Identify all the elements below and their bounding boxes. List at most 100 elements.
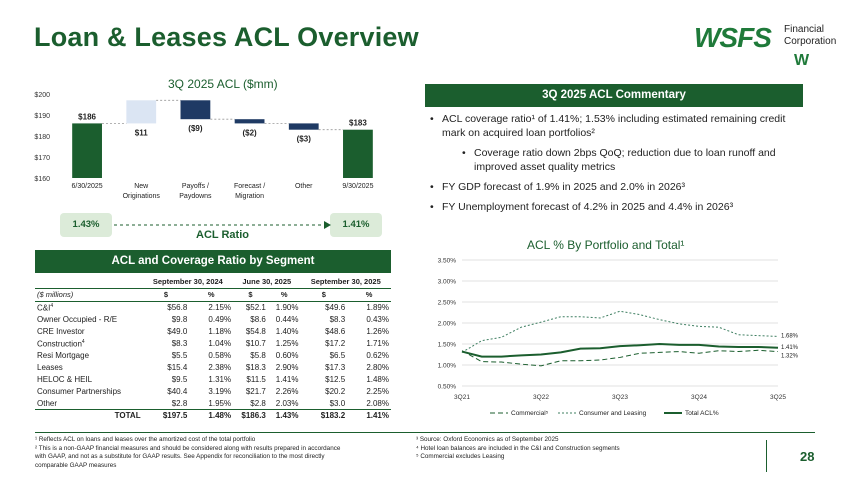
- footnotes-right: ³ Source: Oxford Economics as of Septemb…: [416, 436, 620, 462]
- table-cell: 2.15%: [208, 303, 232, 313]
- row-label-text: Leases: [37, 363, 63, 373]
- table-cell: $52.1: [245, 303, 266, 313]
- waterfall-bar: [72, 123, 102, 178]
- col-pct: %: [347, 288, 391, 302]
- row-label: Construction4: [35, 338, 143, 350]
- table-cell: 0.58%: [208, 351, 232, 361]
- table-cell: $11.5: [246, 374, 266, 384]
- table-cell: $54.8: [245, 327, 266, 337]
- footnote: comparable GAAP measures: [35, 461, 117, 469]
- x-tick-label: 6/30/2025: [72, 183, 103, 190]
- waterfall-chart: $160 $170 $180 $190 $200 $186 6/30/2025 $11 New O…: [34, 92, 373, 200]
- row-label: CRE Investor: [35, 326, 143, 338]
- x-tick-label: 3Q23: [612, 394, 628, 401]
- commentary-sub-bullet: Coverage ratio down 2bps QoQ; reduction …: [428, 146, 803, 174]
- x-tick-label: Migration: [235, 193, 264, 200]
- commentary-title: 3Q 2025 ACL Commentary: [425, 84, 803, 107]
- x-tick-label: 3Q21: [454, 394, 470, 401]
- table-cell: $15.4: [167, 363, 188, 373]
- y-tick-label: $190: [34, 113, 50, 120]
- table-row: Owner Occupied - R/E $9.8 0.49% $8.6 0.44% $8…: [35, 314, 391, 326]
- row-label-text: Other: [37, 398, 58, 408]
- table-cell: $5.8: [250, 351, 266, 361]
- waterfall-bar: [288, 123, 319, 130]
- row-footnote-marker: 4: [81, 338, 85, 345]
- x-tick-label: Paydowns: [179, 193, 212, 200]
- series-line: [461, 310, 779, 353]
- table-cell: $6.5: [329, 351, 346, 361]
- period-header-3: September 30, 2025: [300, 276, 391, 289]
- table-cell: $8.3: [329, 315, 346, 325]
- table-cell: $10.7: [245, 339, 266, 349]
- table-cell: 1.95%: [208, 398, 232, 408]
- table-cell: 0.49%: [208, 315, 232, 325]
- line-chart: 0.50% 1.00% 1.50% 2.00% 2.50% 3.00% 3.50% 3Q21 3…: [438, 258, 799, 418]
- acl-ratio-start-pill: 1.43%: [60, 213, 112, 237]
- y-tick-label: 2.50%: [438, 300, 457, 307]
- col-dollar: $: [300, 288, 348, 302]
- y-tick-label: $170: [34, 155, 50, 162]
- total-cell: 1.41%: [347, 408, 391, 422]
- y-tick-label: $200: [34, 92, 50, 99]
- legend-label: Consumer and Leasing: [579, 410, 647, 417]
- waterfall-data-label: ($2): [242, 128, 257, 137]
- x-tick-label: Payoffs /: [182, 183, 209, 190]
- row-label-text: Resi Mortgage: [37, 351, 90, 361]
- row-label-text: CRE Investor: [37, 327, 85, 337]
- table-cell: $40.4: [167, 386, 188, 396]
- line-chart-title: ACL % By Portfolio and Total¹: [527, 238, 685, 252]
- table-cell: 2.38%: [208, 363, 232, 373]
- table-cell: $49.6: [325, 303, 346, 313]
- row-label: Consumer Partnerships: [35, 385, 143, 397]
- col-pct: %: [267, 288, 301, 302]
- table-row: Other $2.8 1.95% $2.8 2.03% $3.0 2.08%: [35, 397, 391, 409]
- table-cell: 1.26%: [366, 327, 389, 337]
- waterfall-title: 3Q 2025 ACL ($mm): [168, 77, 278, 91]
- series-line: [461, 342, 779, 358]
- table-cell: $8.3: [171, 339, 188, 349]
- segment-table: September 30, 2024 June 30, 2025 Septemb…: [35, 276, 391, 422]
- table-cell: 1.71%: [366, 339, 389, 349]
- waterfall-data-label: ($9): [188, 124, 203, 133]
- table-cell: $3.0: [329, 398, 346, 408]
- total-cell: $183.2: [300, 408, 348, 422]
- row-label-text: C&I: [37, 303, 51, 313]
- table-total-row: TOTAL $197.5 1.48% $186.3 1.43% $183.2 1…: [35, 408, 391, 422]
- row-label: Leases: [35, 362, 143, 374]
- y-tick-label: $160: [34, 176, 50, 183]
- period-header-2: June 30, 2025: [233, 276, 301, 289]
- table-cell: 0.60%: [275, 351, 299, 361]
- commentary-bullet: FY Unemployment forecast of 4.2% in 2025…: [428, 200, 803, 214]
- table-cell: 2.26%: [275, 386, 299, 396]
- table-cell: 0.44%: [275, 315, 299, 325]
- acl-ratio-label: ACL Ratio: [196, 229, 249, 241]
- table-cell: 1.25%: [275, 339, 299, 349]
- table-cell: 2.03%: [275, 398, 299, 408]
- table-cell: $5.5: [171, 351, 188, 361]
- footnote: ³ Source: Oxford Economics as of Septemb…: [416, 436, 559, 443]
- table-cell: $9.8: [171, 315, 188, 325]
- table-row: Resi Mortgage $5.5 0.58% $5.8 0.60% $6.5 0.62%: [35, 350, 391, 362]
- footnote: with GAAP, and not as a substitute for G…: [35, 453, 325, 460]
- row-label-text: Owner Occupied - R/E: [37, 315, 118, 325]
- x-tick-label: 3Q25: [770, 394, 786, 401]
- col-pct: %: [189, 288, 234, 302]
- table-row: Construction4 $8.3 1.04% $10.7 1.25% $17.2 1.7…: [35, 338, 391, 350]
- series-line: [461, 349, 779, 367]
- y-tick-label: $180: [34, 134, 50, 141]
- footnote: ⁴ Hotel loan balances are included in th…: [416, 444, 620, 452]
- y-tick-label: 2.00%: [438, 321, 457, 328]
- footnotes-left: ¹ Reflects ACL on loans and leases over …: [35, 436, 340, 470]
- row-label-text: Construction: [37, 339, 82, 349]
- x-tick-label: Forecast /: [234, 183, 265, 190]
- total-cell: $197.5: [142, 408, 190, 422]
- footnote: ⁵ Commercial excludes Leasing: [416, 453, 505, 460]
- table-cell: $2.8: [250, 398, 266, 408]
- logo-subtitle-line1: Financial: [784, 24, 825, 35]
- x-tick-label: 9/30/2025: [342, 183, 373, 190]
- x-tick-label: New: [134, 183, 149, 190]
- table-cell: $18.3: [245, 363, 266, 373]
- series-end-label: 1.32%: [781, 354, 799, 360]
- total-cell: 1.43%: [267, 408, 301, 422]
- table-cell: 1.48%: [366, 374, 389, 384]
